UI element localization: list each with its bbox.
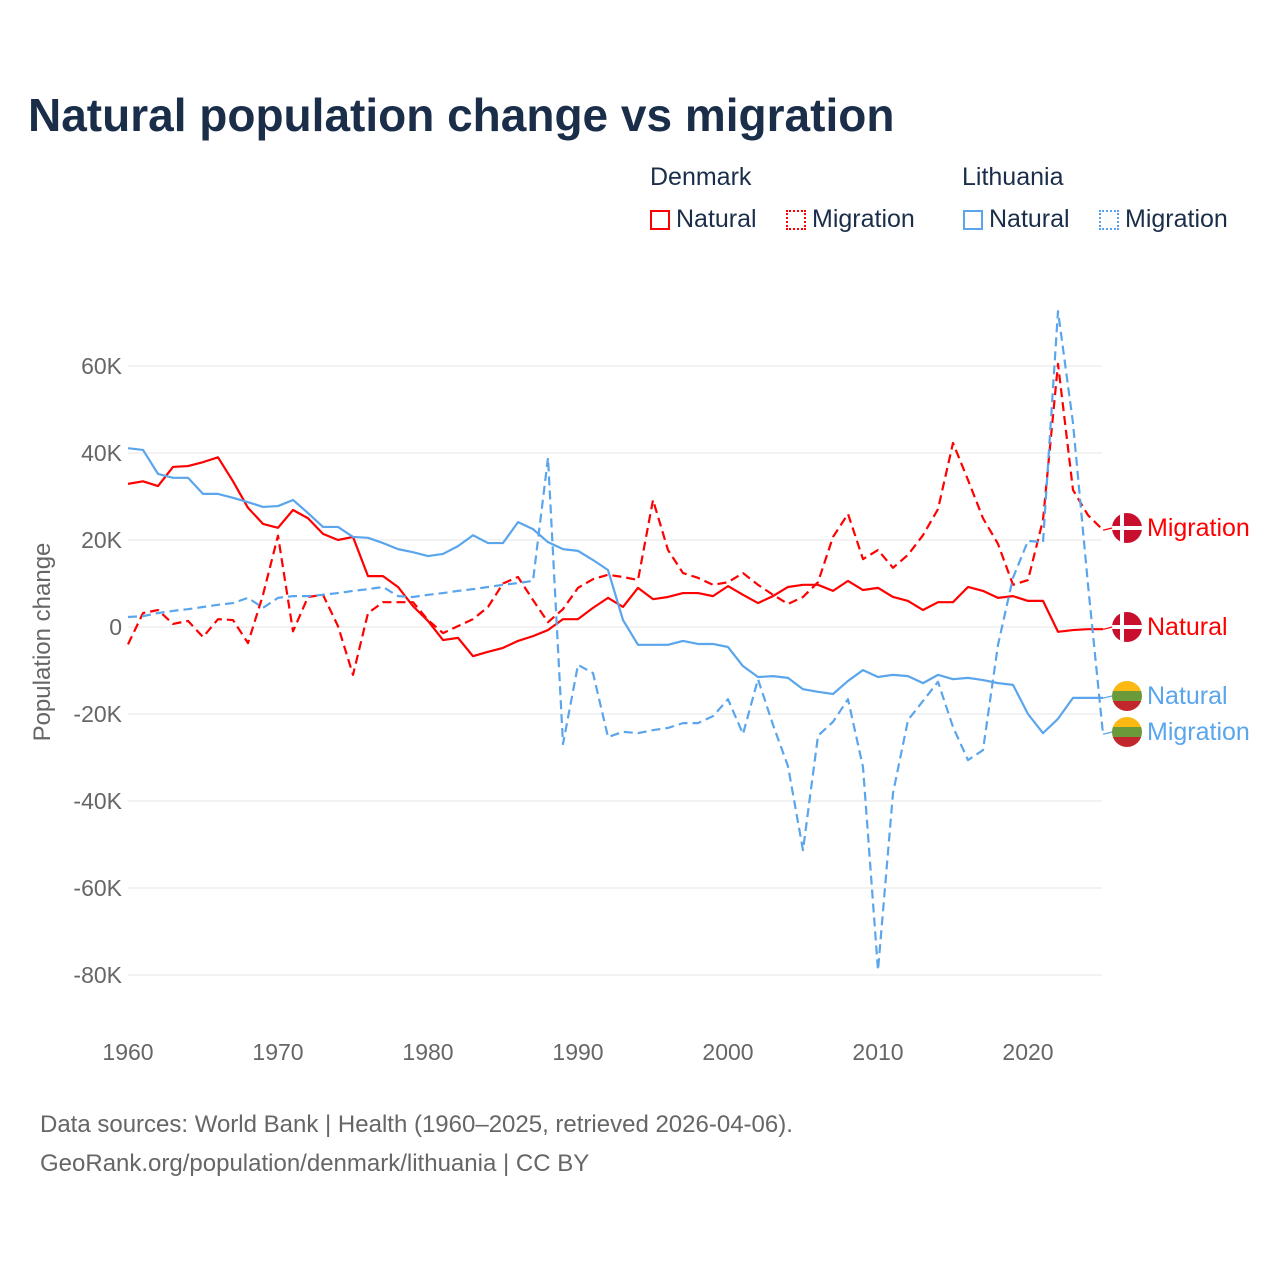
footer: Data sources: World Bank | Health (1960–… (40, 1105, 793, 1183)
legend-label: Migration (812, 205, 915, 233)
lithuania-flag-icon (1112, 681, 1142, 711)
x-tick-label: 2000 (702, 1039, 753, 1065)
flag-stripe (1112, 701, 1142, 711)
legend-swatch-solid (650, 209, 670, 230)
x-tick-label: 1990 (552, 1039, 603, 1065)
y-tick-label: 0 (109, 614, 122, 640)
denmark-flag-icon (1112, 513, 1142, 543)
x-tick-label: 2010 (852, 1039, 903, 1065)
chart-title: Natural population change vs migration (28, 89, 895, 141)
legend-label: Natural (989, 205, 1070, 233)
x-tick-label: 1970 (252, 1039, 303, 1065)
flag-stripe (1112, 717, 1142, 727)
denmark-flag-icon (1112, 612, 1142, 642)
series-line-denmark-natural (127, 456, 1103, 658)
series-end-label: Migration (1147, 514, 1250, 542)
legend-denmark-migration[interactable]: Migration (786, 205, 915, 234)
legend-swatch-dotted (786, 209, 806, 230)
y-tick-label: -40K (73, 788, 122, 814)
legend-swatch-dotted (1099, 209, 1119, 230)
flag-stripe (1112, 727, 1142, 737)
lithuania-flag-icon (1112, 717, 1142, 747)
legend-lithuania-migration[interactable]: Migration (1099, 205, 1228, 234)
legend-swatch-solid (963, 209, 983, 230)
label-connector (1103, 695, 1113, 699)
series-end-label: Migration (1147, 718, 1250, 746)
series-line-lithuania-migration (127, 310, 1105, 972)
attribution-link[interactable]: GeoRank.org/population/denmark/lithuania… (40, 1150, 590, 1177)
x-tick-label: 2020 (1002, 1039, 1053, 1065)
legend-label: Natural (676, 205, 757, 233)
legend-denmark-natural[interactable]: Natural (650, 205, 757, 234)
series-end-label: Natural (1147, 613, 1228, 641)
y-tick-label: -60K (73, 875, 122, 901)
label-connector (1103, 527, 1113, 531)
series-line-lithuania-natural (127, 447, 1103, 735)
legend-group-denmark: Denmark (650, 163, 752, 191)
legend-lithuania-natural[interactable]: Natural (963, 205, 1070, 234)
flag-cross (1112, 625, 1142, 629)
y-tick-label: 60K (81, 353, 123, 379)
series-end-label: Natural (1147, 682, 1228, 710)
y-axis-label: Population change (29, 543, 56, 742)
series-line-denmark-migration (127, 362, 1104, 676)
label-connector (1103, 731, 1113, 735)
flag-stripe (1112, 681, 1142, 691)
x-tick-label: 1960 (102, 1039, 153, 1065)
flag-cross (1112, 526, 1142, 530)
legend-group-lithuania: Lithuania (962, 163, 1064, 191)
flag-stripe (1112, 737, 1142, 747)
legend-label: Migration (1125, 205, 1228, 233)
y-tick-label: 40K (81, 440, 123, 466)
flag (1112, 513, 1142, 543)
flag (1112, 681, 1142, 711)
y-tick-label: -80K (73, 962, 122, 988)
flag (1112, 717, 1142, 747)
x-tick-label: 1980 (402, 1039, 453, 1065)
y-tick-label: -20K (73, 701, 122, 727)
data-source: Data sources: World Bank | Health (1960–… (40, 1111, 793, 1138)
flag (1112, 612, 1142, 642)
y-tick-label: 20K (81, 527, 123, 553)
flag-stripe (1112, 691, 1142, 701)
label-connector (1103, 626, 1113, 630)
